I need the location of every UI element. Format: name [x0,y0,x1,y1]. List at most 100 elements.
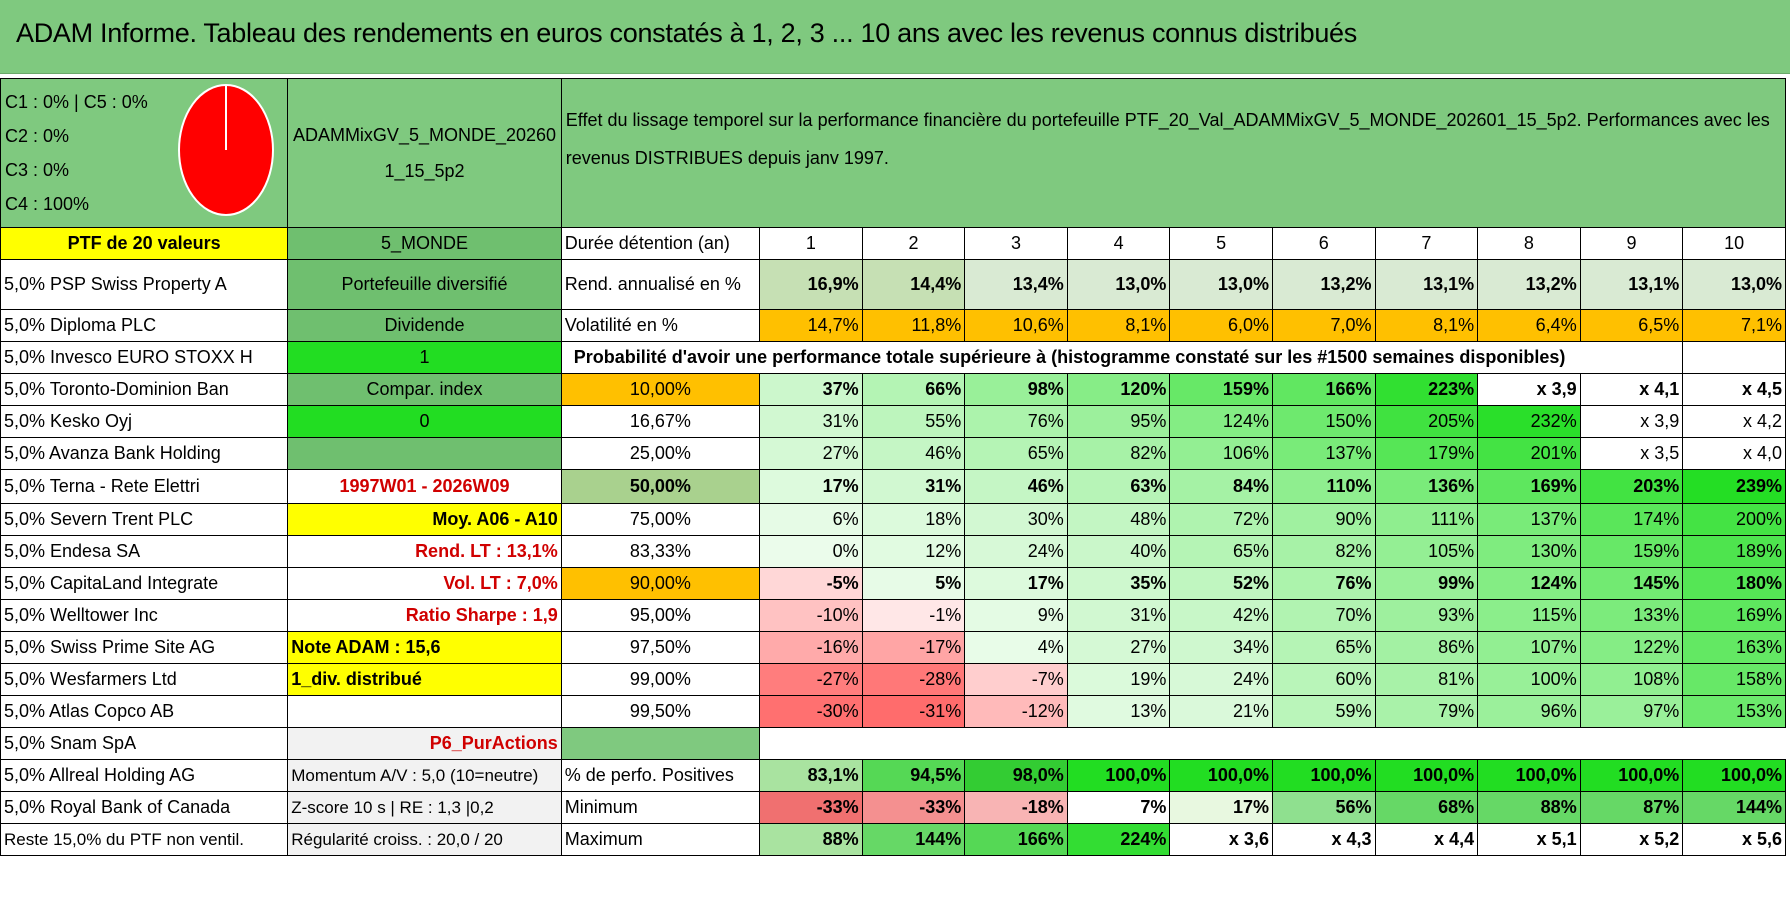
minimum-label: Minimum [560,791,761,824]
maximum-value: 166% [964,823,1068,856]
probability-value: 97% [1579,695,1684,728]
page-title: ADAM Informe. Tableau des rendements en … [0,0,1790,74]
probability-value: -5% [759,567,863,600]
positives-value: 98,0% [964,759,1068,792]
probability-threshold: 25,00% [560,437,761,470]
year-header: 1 [759,227,863,260]
adam-note: Note ADAM : 15,6 [287,631,562,664]
probability-value: 150% [1271,405,1376,438]
probability-value: -7% [964,663,1068,696]
probability-value: 239% [1682,469,1786,504]
holding-name: 5,0% Allreal Holding AG [0,759,289,792]
probability-value: 124% [1169,405,1273,438]
probability-value: 34% [1169,631,1273,664]
probability-threshold: 75,00% [560,503,761,536]
probability-value: 111% [1374,503,1479,536]
year-header: 2 [861,227,966,260]
probability-value: 179% [1374,437,1479,470]
maximum-value: x 4,3 [1271,823,1376,856]
maximum-value: 224% [1066,823,1171,856]
probability-value: x 4,1 [1579,373,1684,406]
probability-value: -27% [759,663,863,696]
holding-name: 5,0% Snam SpA [0,727,289,760]
rend-value: 13,0% [1682,259,1786,310]
compar-index: Compar. index [287,373,562,406]
probability-value: 189% [1682,535,1786,568]
probability-value: 76% [964,405,1068,438]
probability-value: 0% [759,535,863,568]
minimum-value: 56% [1271,791,1376,824]
positives-value: 100,0% [1374,759,1479,792]
legend-c2: C2 : 0% [5,126,70,146]
probability-value: 166% [1271,373,1376,406]
probability-value: x 4,2 [1682,405,1786,438]
performance-table: C1 : 0% | C5 : 0% C2 : 0% C3 : 0% C4 : 1… [0,78,1787,856]
probability-value: x 4,5 [1682,373,1786,406]
probability-value: 223% [1374,373,1479,406]
rend-value: 13,0% [1169,259,1273,310]
moy-label: Moy. A06 - A10 [287,503,562,536]
holding-name: 5,0% Royal Bank of Canada [0,791,289,824]
probability-value: 205% [1374,405,1479,438]
probability-threshold: 10,00% [560,373,761,406]
maximum-value: x 5,1 [1477,823,1581,856]
probability-value: 159% [1169,373,1273,406]
ptf-label: PTF de 20 valeurs [0,227,289,260]
vol-value: 10,6% [964,309,1068,342]
probability-value: 27% [1066,631,1171,664]
probability-value: 95% [1066,405,1171,438]
legend-c4: C4 : 100% [5,194,90,214]
probability-value: 163% [1682,631,1786,664]
probability-value: 4% [964,631,1068,664]
vol-value: 6,5% [1579,309,1684,342]
probability-value: 46% [964,469,1068,504]
side-value-1: 1 [287,341,562,374]
probability-value: -12% [964,695,1068,728]
probability-value: 59% [1271,695,1376,728]
probability-value: 115% [1477,599,1581,632]
probability-value: 9% [964,599,1068,632]
maximum-value: x 3,6 [1169,823,1273,856]
vol-value: 6,0% [1169,309,1273,342]
probability-value: 17% [964,567,1068,600]
holding-name: 5,0% Endesa SA [0,535,289,568]
probability-threshold: 97,50% [560,631,761,664]
probability-value: 120% [1066,373,1171,406]
minimum-value: 7% [1066,791,1171,824]
probability-threshold: 50,00% [560,469,761,504]
rend-value: 13,2% [1477,259,1581,310]
probability-value: 153% [1682,695,1786,728]
probability-threshold: 90,00% [560,567,761,600]
probability-value: 76% [1271,567,1376,600]
positives-value: 100,0% [1066,759,1171,792]
minimum-value: 17% [1169,791,1273,824]
category-pie-chart [178,84,275,216]
empty-side-cell [287,437,562,470]
probability-value: 200% [1682,503,1786,536]
holding-name: 5,0% Toronto-Dominion Ban [0,373,289,406]
probability-value: -31% [861,695,966,728]
probability-value: 130% [1477,535,1581,568]
vol-value: 8,1% [1066,309,1171,342]
side-value-0: 0 [287,405,562,438]
probability-value: 105% [1374,535,1479,568]
probability-value: 96% [1477,695,1581,728]
probability-value: 13% [1066,695,1171,728]
probability-value: 52% [1169,567,1273,600]
vol-value: 8,1% [1374,309,1479,342]
holding-name: 5,0% Severn Trent PLC [0,503,289,536]
probability-value: x 3,5 [1579,437,1684,470]
year-header: 9 [1579,227,1684,260]
probability-value: 5% [861,567,966,600]
year-header: 10 [1682,227,1786,260]
description: Effet du lissage temporel sur la perform… [560,78,1787,228]
probability-value: 46% [861,437,966,470]
probability-value: -16% [759,631,863,664]
year-header: 4 [1066,227,1171,260]
year-header: 3 [964,227,1068,260]
p6-label: P6_PurActions [287,727,562,760]
probability-value: 93% [1374,599,1479,632]
maximum-value: x 5,6 [1682,823,1786,856]
legend-c3: C3 : 0% [5,160,70,180]
rend-value: 13,1% [1374,259,1479,310]
